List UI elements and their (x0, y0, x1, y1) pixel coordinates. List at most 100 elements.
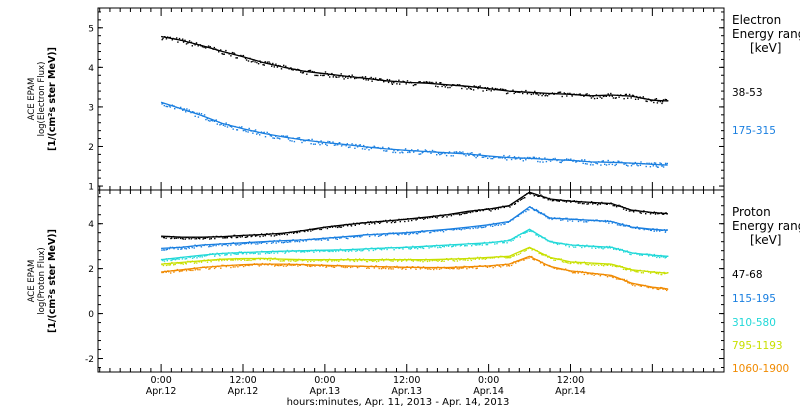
data-point (590, 161, 592, 164)
data-point (500, 206, 502, 209)
data-point (483, 257, 485, 260)
data-point (456, 213, 458, 215)
data-point (529, 256, 532, 258)
data-point (662, 164, 664, 166)
data-point (392, 260, 394, 262)
data-point (512, 157, 514, 159)
data-point (415, 259, 417, 261)
data-point (321, 259, 324, 261)
data-point (469, 211, 472, 214)
data-point (618, 224, 620, 226)
data-point (276, 252, 279, 254)
data-point (317, 249, 319, 251)
data-point (458, 268, 460, 270)
data-point (326, 250, 329, 252)
data-point (653, 162, 656, 164)
data-point (412, 245, 414, 248)
data-point (401, 260, 403, 262)
data-point (495, 156, 497, 158)
data-point (185, 257, 188, 260)
data-point (374, 259, 376, 261)
data-point (528, 192, 530, 194)
data-point (290, 67, 292, 69)
data-point (291, 249, 293, 252)
data-point (259, 253, 261, 255)
data-point (487, 256, 489, 259)
data-point (500, 88, 502, 90)
data-point (244, 259, 246, 261)
x-tick-label-time: 0:00 (150, 375, 171, 386)
data-point (533, 231, 536, 234)
data-point (562, 200, 564, 202)
data-point (327, 74, 330, 76)
data-point (166, 259, 168, 262)
data-point (269, 62, 271, 65)
data-point (462, 212, 464, 215)
data-point (168, 258, 170, 260)
data-point (219, 124, 221, 126)
data-point (178, 246, 180, 248)
data-point (581, 261, 584, 264)
data-point (202, 266, 204, 268)
data-point (644, 284, 646, 287)
data-point (471, 152, 473, 154)
data-point (309, 265, 312, 268)
data-point (173, 271, 175, 273)
data-point (277, 241, 280, 243)
legend-unit: [keV] (750, 41, 781, 55)
data-point (416, 218, 418, 220)
data-point (262, 64, 264, 66)
data-point (203, 114, 206, 116)
data-point (596, 204, 599, 206)
data-point (660, 254, 662, 257)
data-point (335, 238, 337, 240)
data-point (323, 250, 325, 252)
data-point (490, 90, 492, 92)
data-point (162, 249, 165, 251)
data-point (266, 251, 268, 253)
data-point (432, 215, 435, 217)
data-point (205, 267, 207, 269)
data-point (667, 255, 669, 257)
data-point (307, 238, 309, 241)
data-point (467, 242, 470, 245)
data-point (161, 249, 163, 251)
data-point (380, 147, 382, 150)
data-point (583, 261, 586, 263)
data-point (299, 239, 302, 241)
data-point (293, 232, 295, 234)
data-point (208, 246, 210, 248)
data-point (362, 265, 365, 267)
data-point (316, 259, 318, 261)
data-point (326, 265, 328, 268)
data-point (355, 250, 357, 252)
data-point (422, 231, 424, 233)
y-axis-label: log(Proton Flux) (37, 247, 47, 314)
data-point (543, 264, 546, 267)
data-point (308, 250, 311, 252)
data-point (577, 272, 579, 274)
data-point (471, 226, 473, 228)
data-point (238, 258, 241, 260)
data-point (472, 243, 474, 245)
data-point (475, 244, 477, 246)
data-point (457, 244, 460, 246)
data-point (185, 111, 187, 113)
data-point (415, 219, 417, 221)
data-point (323, 141, 325, 144)
data-point (385, 258, 388, 260)
data-point (533, 156, 536, 159)
data-point (250, 259, 252, 262)
data-point (356, 222, 359, 225)
data-point (331, 265, 333, 268)
data-point (529, 156, 531, 159)
data-point (340, 237, 342, 239)
data-point (586, 93, 588, 95)
data-point (202, 238, 204, 240)
data-point (598, 220, 600, 222)
data-point (501, 255, 503, 258)
data-point (625, 164, 628, 166)
data-point (221, 244, 223, 247)
data-point (557, 268, 559, 270)
data-point (207, 259, 209, 261)
